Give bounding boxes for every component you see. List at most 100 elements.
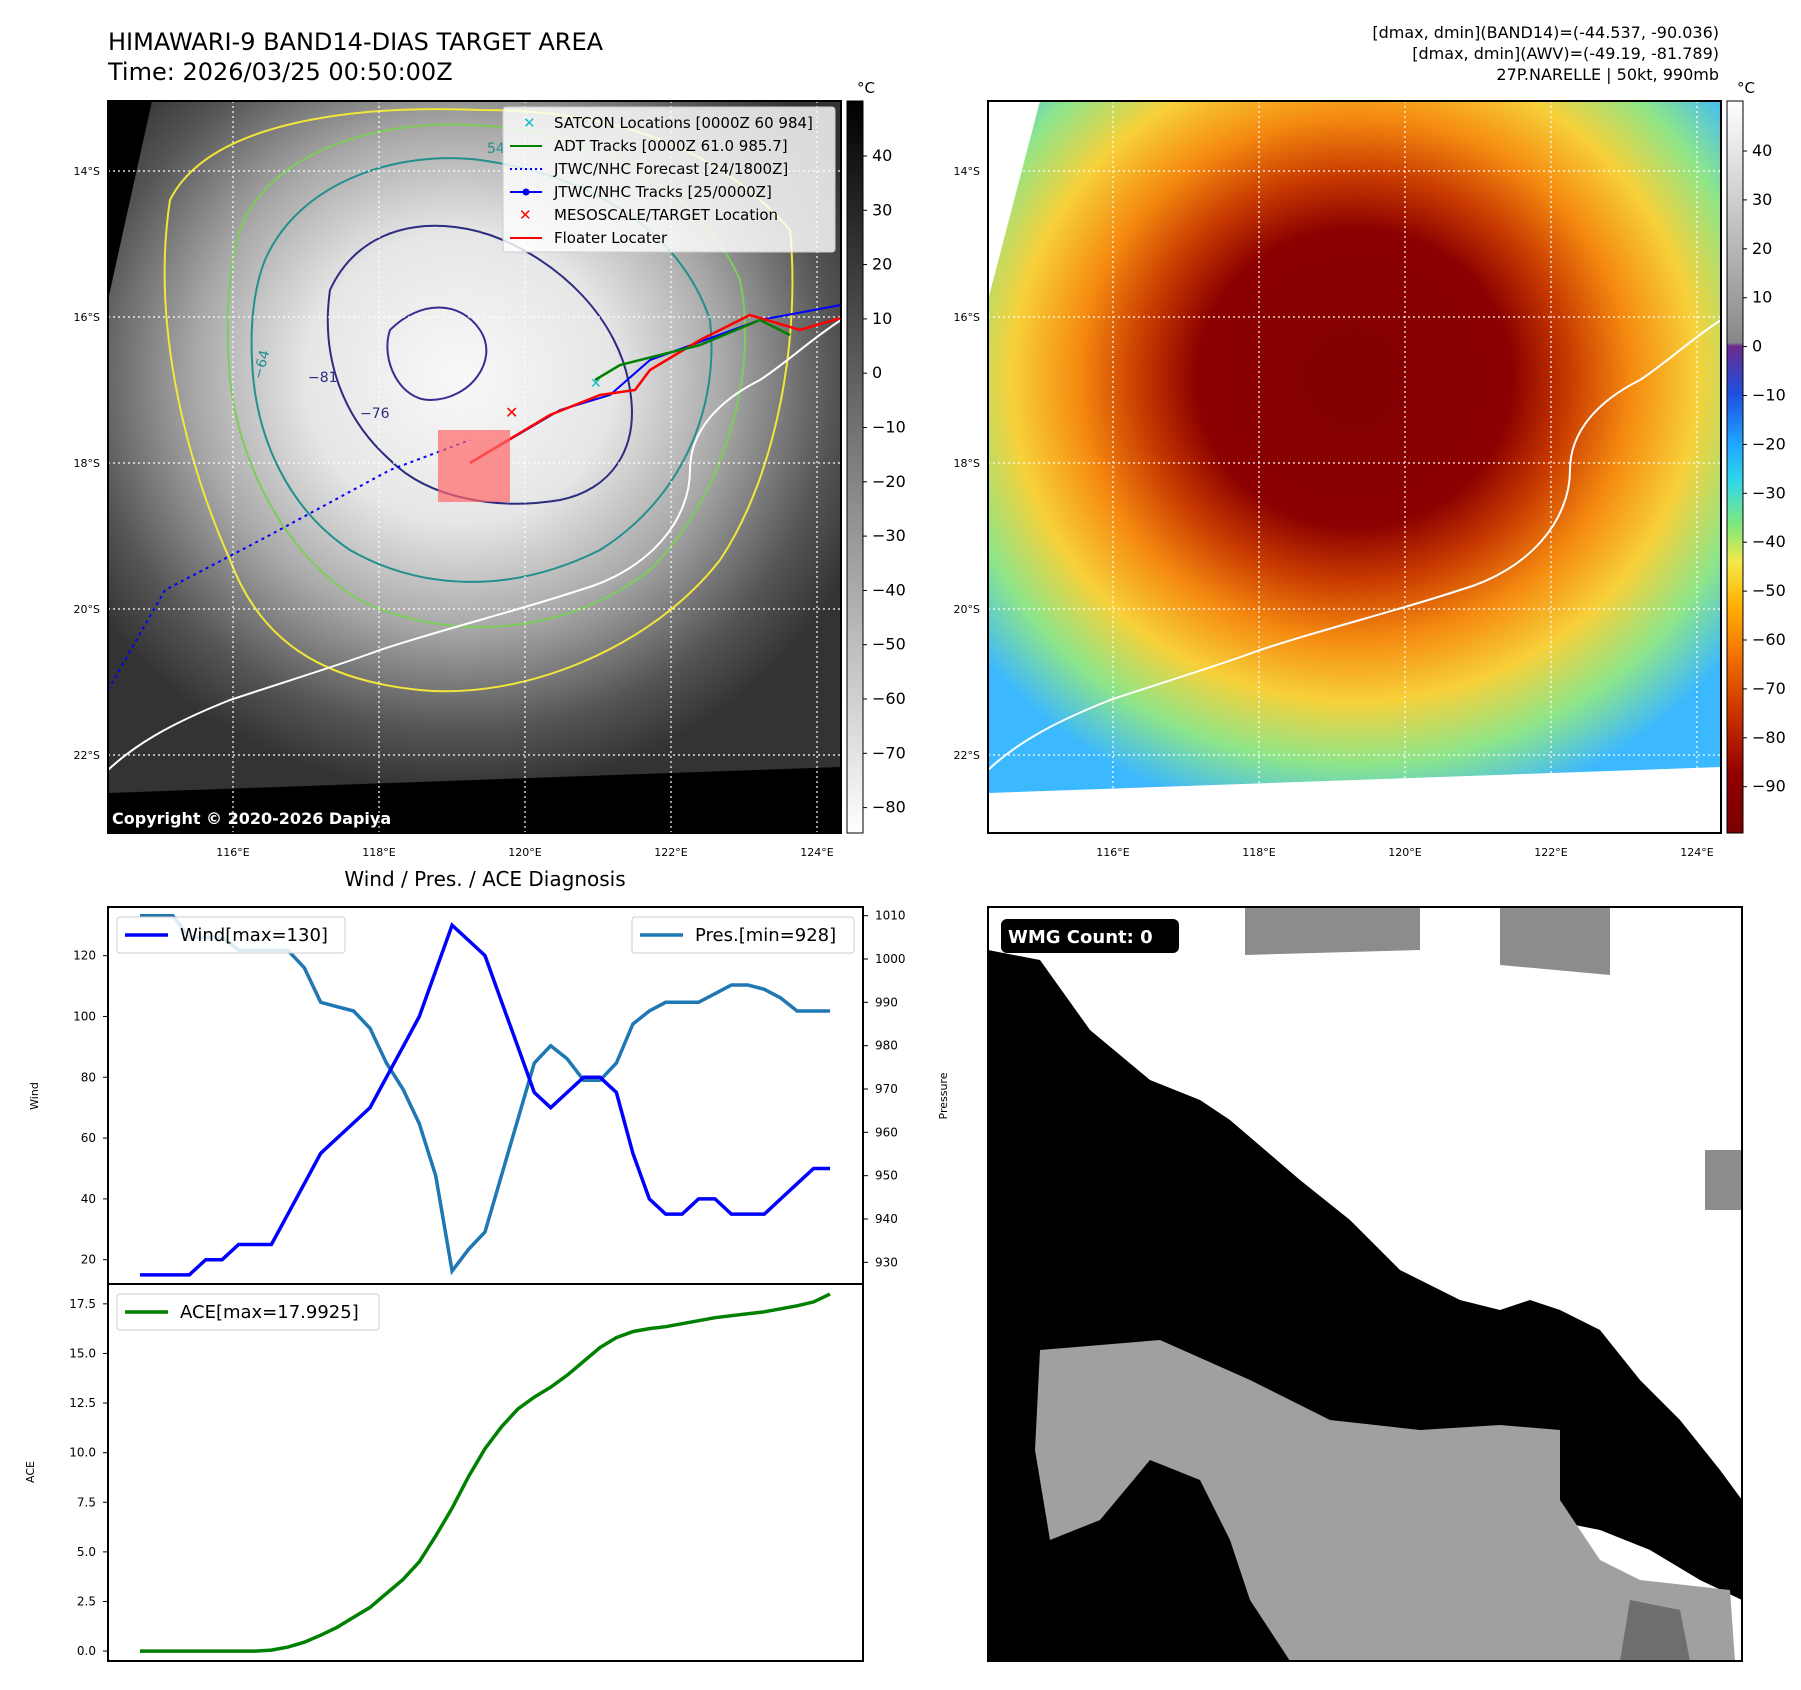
lon-label: 120°E (1388, 846, 1421, 859)
copyright-text: Copyright © 2020-2026 Dapiya (112, 809, 391, 828)
axis-tick-label: 120 (73, 949, 96, 963)
colorbar-tick-label: −40 (872, 580, 906, 599)
axis-tick-label: 970 (875, 1082, 898, 1096)
axis-tick-label: 20 (81, 1253, 96, 1267)
wmg-gray-right (1705, 1150, 1742, 1210)
wmg-badge (1001, 919, 1179, 953)
lon-labels-right: 116°E 118°E 120°E 122°E 124°E (1096, 846, 1713, 859)
track-legend: ✕ SATCON Locations [0000Z 60 984] ADT Tr… (502, 106, 836, 253)
wind-pressure-chart: 20 40 60 80 100 120 930 940 950 960 970 980 990 1000… (28, 906, 950, 1285)
axis-tick-label: 17.5 (69, 1297, 96, 1311)
lat-labels-left: 14°S 16°S 18°S 20°S 22°S (74, 165, 100, 762)
wmg-gray-top-2 (1500, 907, 1610, 975)
ir-grayscale-map: ✕ ✕ 54 −64 −81 −76 Copyright © 2020-2026… (74, 100, 842, 859)
lon-label: 116°E (216, 846, 249, 859)
color-colorbar: °C 40 30 20 10 0 −10 −20 −30 −40 −50 −60 −70 −80 −90 (1726, 79, 1786, 834)
colorbar-tick-label: −70 (1752, 679, 1786, 698)
contour-eyewall (386, 306, 488, 402)
colorbar-tick-label: −80 (1752, 728, 1786, 747)
axis-tick-label: 60 (81, 1131, 96, 1145)
contour-label-3: −81 (308, 370, 338, 386)
contour-core (326, 224, 633, 505)
colorbar-unit: °C (857, 79, 875, 97)
legend-satcon: SATCON Locations [0000Z 60 984] (554, 114, 813, 132)
axis-tick-label: 15.0 (69, 1346, 96, 1360)
contour-inner (250, 157, 713, 583)
colorbar-tick-label: −20 (1752, 434, 1786, 453)
colorbar-tick-label: −70 (872, 743, 906, 762)
ace-series-line (140, 1292, 831, 1653)
colorbar-tick-label: −30 (1752, 483, 1786, 502)
colorbar-tick-label: 10 (1752, 288, 1772, 307)
wind-axis-ticks: 20 40 60 80 100 120 (73, 949, 108, 1267)
forecast-track (108, 439, 471, 691)
pressure-axis-ticks: 930 940 950 960 970 980 990 1000 1010 (863, 909, 906, 1269)
coastline (108, 319, 841, 771)
x-marker-icon: ✕ (519, 206, 532, 224)
stats-band14: [dmax, dmin](BAND14)=(-44.537, -90.036) (1372, 23, 1719, 42)
ace-legend-box (116, 1293, 380, 1331)
lat-label: 18°S (954, 457, 980, 470)
ace-axis-ticks: 0.0 2.5 5.0 7.5 10.0 12.5 15.0 17.5 (69, 1297, 108, 1658)
chart-frame (107, 1283, 864, 1662)
main-title: HIMAWARI-9 BAND14-DIAS TARGET AREA (108, 28, 604, 56)
lon-label: 120°E (508, 846, 541, 859)
lon-label: 118°E (362, 846, 395, 859)
pressure-legend-box (631, 916, 855, 954)
axis-tick-label: 0.0 (77, 1644, 96, 1658)
ace-axis-label: ACE (24, 1461, 37, 1483)
axis-tick-label: 1010 (875, 909, 906, 923)
lon-label: 122°E (1534, 846, 1567, 859)
colorbar-strip (846, 100, 864, 834)
colorbar-tick-label: 0 (1752, 337, 1762, 356)
colorbar-tick-label: 30 (1752, 190, 1772, 209)
contour-middle (226, 123, 747, 628)
coastline (988, 319, 1721, 771)
lat-label: 14°S (74, 165, 100, 178)
lat-label: 18°S (74, 457, 100, 470)
legend-forecast: JTWC/NHC Forecast [24/1800Z] (553, 160, 788, 178)
lat-label: 14°S (954, 165, 980, 178)
legend-floater: Floater Locater (554, 229, 668, 247)
axis-tick-label: 10.0 (69, 1446, 96, 1460)
lat-labels-right: 14°S 16°S 18°S 20°S 22°S (954, 165, 980, 762)
axis-tick-label: 2.5 (77, 1594, 96, 1608)
axis-tick-label: 990 (875, 995, 898, 1009)
colorbar-tick-label: −30 (872, 526, 906, 545)
lon-label: 124°E (1680, 846, 1713, 859)
lon-label: 122°E (654, 846, 687, 859)
satcon-marker: ✕ (590, 376, 602, 392)
axis-tick-label: 40 (81, 1192, 96, 1206)
colorbar-tick-label: −10 (872, 418, 906, 437)
colorbar-tick-label: −60 (872, 689, 906, 708)
adt-track (594, 318, 791, 382)
lon-label: 118°E (1242, 846, 1275, 859)
wind-legend-box (116, 916, 346, 954)
colorbar-tick-label: −90 (1752, 777, 1786, 796)
lat-label: 16°S (74, 311, 100, 324)
wmg-darkgray-region (1620, 1600, 1690, 1661)
axis-tick-label: 7.5 (77, 1495, 96, 1509)
lat-label: 22°S (954, 749, 980, 762)
lat-label: 22°S (74, 749, 100, 762)
axis-tick-label: 1000 (875, 952, 906, 966)
colorbar-tick-label: −20 (872, 472, 906, 491)
target-box (438, 430, 510, 502)
contour-outer (163, 108, 794, 693)
colorbar-unit: °C (1737, 79, 1755, 97)
colorbar-tick-label: 20 (1752, 239, 1772, 258)
colorbar-tick-label: 0 (872, 363, 882, 382)
colorbar-tick-label: −10 (1752, 386, 1786, 405)
wmg-frame (987, 906, 1743, 1662)
pressure-legend-label: Pres.[min=928] (695, 925, 836, 946)
colorbar-tick-label: −80 (872, 798, 906, 817)
legend-target: MESOSCALE/TARGET Location (554, 206, 778, 224)
colorbar-ticks: 40 30 20 10 0 −10 −20 −30 −40 −50 −60 −70 −80 (863, 146, 906, 817)
contour-label-1: 54 (487, 141, 505, 157)
line-dot-marker (522, 188, 530, 196)
target-marker: ✕ (505, 403, 518, 422)
wind-series-line (140, 922, 830, 1277)
wind-legend-label: Wind[max=130] (180, 925, 328, 946)
colorbar-ticks: 40 30 20 10 0 −10 −20 −30 −40 −50 −60 −70 −80 −90 (1743, 141, 1786, 796)
